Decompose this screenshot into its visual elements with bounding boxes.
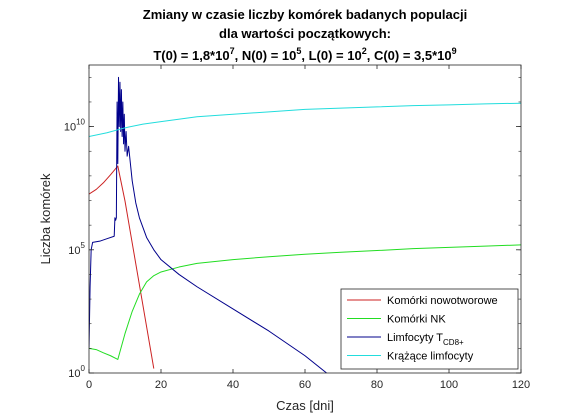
title-t-exp: 7 bbox=[230, 46, 235, 56]
legend-label-4: Krążące limfocyty bbox=[387, 351, 474, 363]
legend-label-2: Komórki NK bbox=[387, 314, 446, 326]
chart-title-line1: Zmiany w czasie liczby komórek badanych … bbox=[143, 7, 467, 22]
legend-label-1: Komórki nowotworowe bbox=[387, 295, 498, 307]
y-tick-label: 100 bbox=[68, 364, 85, 380]
title-l-exp: 2 bbox=[362, 46, 367, 56]
title-c-exp: 9 bbox=[452, 46, 457, 56]
legend: Komórki nowotworowe Komórki NK Limfocyty T… bbox=[340, 288, 519, 370]
y-tick-label: 1010 bbox=[64, 118, 86, 134]
y-tick-label: 105 bbox=[68, 241, 85, 257]
x-axis: 0 20 40 60 80 100 120 bbox=[86, 65, 530, 391]
legend-label-3: Limfocyty TCD8+ bbox=[387, 332, 464, 347]
chart-title-line3: T(0) = 1,8*107, N(0) = 105, L(0) = 102, … bbox=[153, 46, 456, 63]
series-line-1 bbox=[89, 165, 155, 369]
x-tick-label: 120 bbox=[512, 379, 530, 391]
x-tick-label: 100 bbox=[440, 379, 458, 391]
title-n-label: , N(0) = 10 bbox=[235, 48, 297, 63]
title-t-label: T(0) = 1,8*10 bbox=[153, 48, 229, 63]
chart-title-line2: dla wartości początkowych: bbox=[219, 26, 391, 41]
y-axis-label: Liczba komórek bbox=[38, 173, 53, 265]
title-n-exp: 5 bbox=[296, 46, 301, 56]
title-c-label: , C(0) = 3,5*10 bbox=[367, 48, 452, 63]
series-line-4 bbox=[89, 102, 521, 137]
series-line-2 bbox=[89, 244, 521, 360]
x-tick-label: 0 bbox=[86, 379, 92, 391]
x-axis-label: Czas [dni] bbox=[276, 398, 334, 413]
x-tick-label: 40 bbox=[227, 379, 239, 391]
x-tick-label: 60 bbox=[299, 379, 311, 391]
y-axis: 100 105 1010 bbox=[64, 77, 521, 380]
series-layer bbox=[89, 76, 521, 373]
x-tick-label: 20 bbox=[155, 379, 167, 391]
title-l-label: , L(0) = 10 bbox=[301, 48, 361, 63]
x-tick-label: 80 bbox=[371, 379, 383, 391]
series-line-3 bbox=[89, 76, 327, 373]
